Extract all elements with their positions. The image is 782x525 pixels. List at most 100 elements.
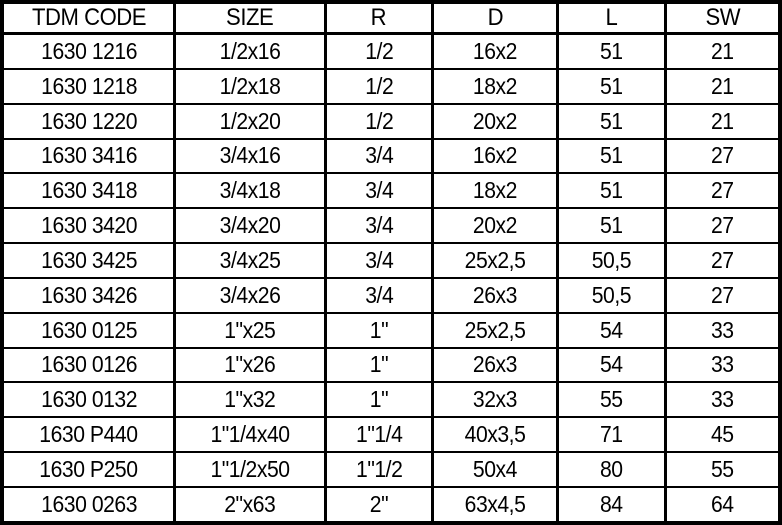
- table-cell-text: 27: [711, 177, 734, 204]
- table-row: 1630 1216 1/2x16 1/2 16x2 51 21: [0, 32, 782, 70]
- table-cell-text: 3/4x18: [219, 177, 281, 204]
- table-cell-text: 3/4: [364, 177, 394, 204]
- table-cell: 27: [663, 276, 782, 314]
- table-cell-text: 54: [600, 316, 623, 343]
- table-cell-text: 25x2,5: [464, 246, 526, 273]
- table-row: 1630 0263 2"x63 2" 63x4,5 84 64: [0, 485, 782, 525]
- column-header-label: D: [487, 4, 503, 31]
- table-cell: 21: [663, 32, 782, 70]
- table-cell-text: 51: [600, 177, 623, 204]
- table-cell: 33: [663, 311, 782, 349]
- table-cell-text: 25x2,5: [464, 316, 526, 343]
- table-cell-text: 64: [711, 490, 734, 517]
- table-cell: 51: [555, 102, 667, 140]
- table-cell-text: 21: [711, 37, 734, 64]
- table-cell: 1630 P440: [0, 416, 177, 454]
- table-cell-text: 1630 3416: [40, 142, 137, 169]
- table-cell: 80: [555, 451, 667, 488]
- column-header-label: L: [605, 4, 618, 31]
- table-cell: 3/4x16: [173, 137, 327, 175]
- table-cell: 1"1/4: [323, 416, 435, 454]
- table-cell-text: 1630 3425: [40, 246, 137, 273]
- table-cell: 3/4x18: [173, 172, 327, 210]
- table-cell-text: 50x4: [472, 455, 518, 482]
- table-cell-text: 3/4: [364, 281, 394, 308]
- table-cell-text: 84: [600, 490, 623, 517]
- table-cell: 64: [663, 485, 782, 525]
- table-cell: 50x4: [431, 451, 559, 488]
- table-cell: 71: [555, 416, 667, 454]
- table-cell-text: 1/2x16: [219, 37, 281, 64]
- column-header-label: R: [371, 4, 387, 31]
- table-cell-text: 1"x25: [224, 316, 276, 343]
- column-header-l: L: [555, 1, 667, 35]
- table-cell: 21: [663, 102, 782, 140]
- table-cell-text: 1/2: [364, 37, 394, 64]
- table-cell-text: 1/2: [364, 107, 394, 134]
- table-cell: 1630 1216: [0, 32, 177, 70]
- table-body: 1630 1216 1/2x16 1/2 16x2 51 21 1630 1218 1/2x1…: [0, 32, 782, 525]
- table-cell: 1"1/2: [323, 451, 435, 488]
- table-cell-text: 3/4x25: [219, 246, 281, 273]
- table-cell-text: 1": [369, 351, 389, 378]
- table-cell-text: 50,5: [591, 281, 632, 308]
- table-row: 1630 0125 1"x25 1" 25x2,5 54 33: [0, 311, 782, 349]
- table-cell: 1/2x20: [173, 102, 327, 140]
- table-cell: 32x3: [431, 381, 559, 419]
- table-cell-text: 27: [711, 246, 734, 273]
- table-cell-text: 18x2: [472, 72, 518, 99]
- table-cell: 27: [663, 242, 782, 279]
- table-row: 1630 3416 3/4x16 3/4 16x2 51 27: [0, 137, 782, 175]
- table-cell-text: 33: [711, 351, 734, 378]
- table-cell: 20x2: [431, 207, 559, 245]
- table-cell: 54: [555, 311, 667, 349]
- table-cell: 1630 P250: [0, 451, 177, 488]
- table-cell: 3/4: [323, 172, 435, 210]
- header-row: TDM CODE SIZE R D L SW: [0, 1, 782, 35]
- table-cell-text: 18x2: [472, 177, 518, 204]
- table-cell-text: 1/2: [364, 72, 394, 99]
- table-cell: 1630 0263: [0, 485, 177, 525]
- table-cell-text: 1"x26: [224, 351, 276, 378]
- table-cell-text: 1630 0263: [40, 490, 137, 517]
- column-header-sw: SW: [663, 1, 782, 35]
- table-cell: 1"1/2x50: [173, 451, 327, 488]
- table-cell: 1"x26: [173, 346, 327, 384]
- table-cell: 25x2,5: [431, 242, 559, 279]
- table-cell: 1630 3418: [0, 172, 177, 210]
- table-cell-text: 3/4x26: [219, 281, 281, 308]
- table-cell-text: 1"1/2x50: [210, 455, 290, 482]
- table-cell-text: 51: [600, 37, 623, 64]
- table-cell-text: 1630 1216: [40, 37, 137, 64]
- table-cell: 50,5: [555, 242, 667, 279]
- table-cell-text: 32x3: [472, 386, 518, 413]
- table-cell: 25x2,5: [431, 311, 559, 349]
- table-cell-text: 1630 0126: [40, 351, 137, 378]
- table-cell-text: 33: [711, 316, 734, 343]
- table-cell-text: 1630 1218: [40, 72, 137, 99]
- table-cell-text: 21: [711, 107, 734, 134]
- table-row: 1630 1220 1/2x20 1/2 20x2 51 21: [0, 102, 782, 140]
- table-cell: 1630 1218: [0, 67, 177, 105]
- table-row: 1630 P440 1"1/4x40 1"1/4 40x3,5 71 45: [0, 416, 782, 454]
- table-cell: 1": [323, 311, 435, 349]
- table-cell: 51: [555, 32, 667, 70]
- table-cell: 21: [663, 67, 782, 105]
- table-cell: 1"1/4x40: [173, 416, 327, 454]
- table-cell-text: 1"1/2: [355, 455, 403, 482]
- table-cell-text: 2": [369, 490, 389, 517]
- table-cell: 51: [555, 137, 667, 175]
- table-cell: 2": [323, 485, 435, 525]
- table-cell-text: 1/2x18: [219, 72, 281, 99]
- table-cell-text: 1"1/4x40: [210, 421, 290, 448]
- table-cell: 1": [323, 381, 435, 419]
- column-header-r: R: [323, 1, 435, 35]
- table-cell: 27: [663, 172, 782, 210]
- column-header-label: TDM CODE: [31, 4, 147, 31]
- table-cell-text: 16x2: [472, 142, 518, 169]
- table-cell-text: 1630 P250: [39, 455, 139, 482]
- table-cell: 27: [663, 207, 782, 245]
- table-cell-text: 3/4: [364, 142, 394, 169]
- table-cell-text: 51: [600, 212, 623, 239]
